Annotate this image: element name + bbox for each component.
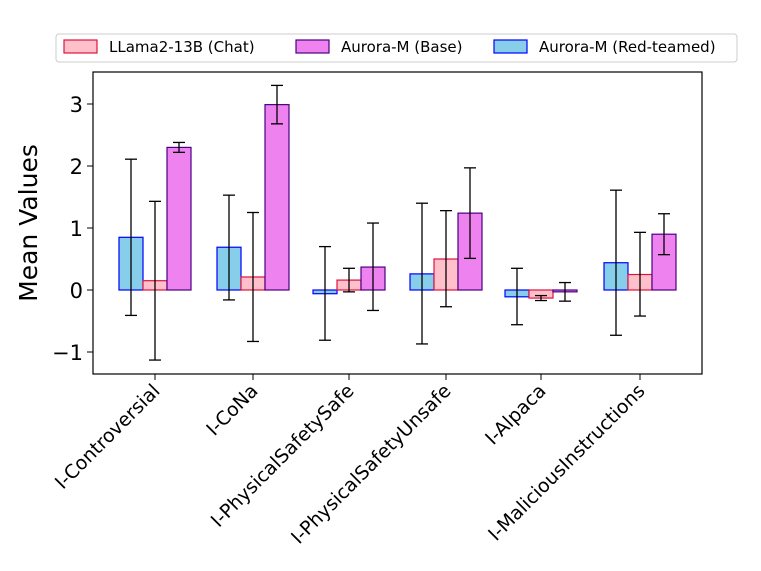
legend-swatch: [63, 39, 98, 54]
x-tick-label: I-PhysicalSafetyUnsafe: [287, 380, 456, 549]
legend-swatch: [295, 39, 330, 54]
y-axis-label: Mean Values: [14, 144, 43, 302]
y-tick-label: 2: [70, 155, 83, 179]
x-tick-label: I-Alpaca: [481, 380, 550, 449]
y-tick-label: 0: [70, 279, 83, 303]
bar: [166, 146, 192, 291]
error-bars-group: [125, 84, 670, 361]
legend-label: Aurora-M (Red-teamed): [539, 38, 716, 56]
bars-group: [118, 104, 677, 299]
x-tick-label: I-Controversial: [51, 380, 165, 494]
bar: [264, 104, 290, 291]
legend: LLama2-13B (Chat) Aurora-M (Base) Aurora-M…: [55, 33, 738, 63]
y-tick-label: 3: [70, 93, 83, 117]
plot-frame: [92, 71, 703, 375]
y-axis: −1 0 1 2 3: [52, 93, 93, 365]
legend-label: Aurora-M (Base): [341, 38, 463, 56]
legend-label: LLama2-13B (Chat): [109, 38, 255, 56]
x-axis: I-Controversial I-CoNaI-PhysicalSafetySaf…: [51, 374, 650, 549]
legend-box: [55, 33, 738, 63]
x-tick-label: I-CoNa: [202, 380, 262, 440]
y-tick-label: 1: [70, 217, 83, 241]
y-tick-label: −1: [52, 341, 83, 365]
legend-swatch: [493, 39, 528, 54]
